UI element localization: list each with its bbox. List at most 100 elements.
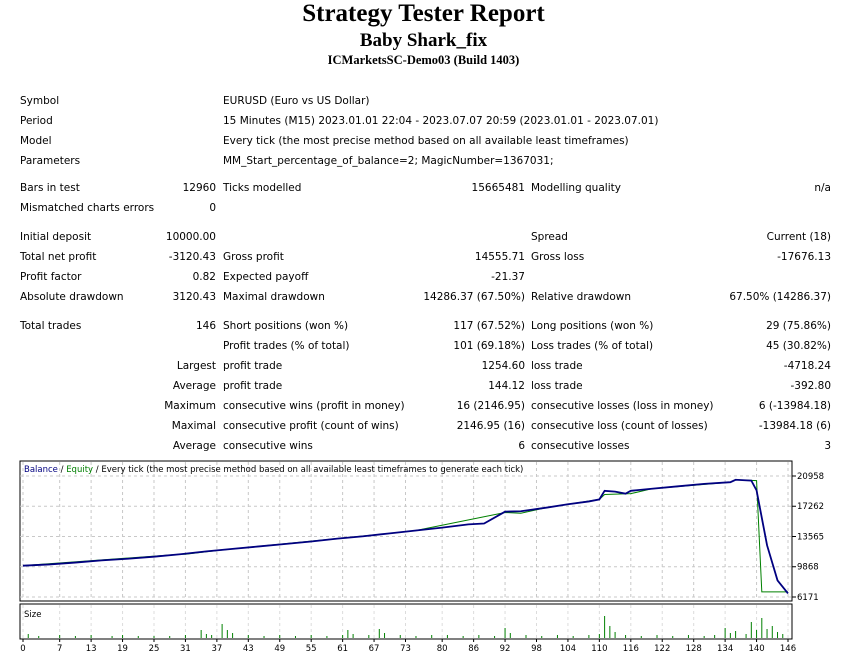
x-tick-label: 61 <box>337 644 348 654</box>
trades-value: 146 <box>195 320 216 332</box>
largest-profit-label: profit trade <box>223 360 283 372</box>
avg-consec-label: Average <box>172 440 216 452</box>
grossprofit-value: 14555.71 <box>474 251 525 263</box>
avg-losses-label: consecutive losses <box>531 440 630 452</box>
losstrades-value: 45 (30.82%) <box>766 340 831 352</box>
absdd-label: Absolute drawdown <box>20 291 124 303</box>
profittrades-label: Profit trades (% of total) <box>223 340 350 352</box>
avg-wins-value: 6 <box>518 440 525 452</box>
maximal-profit-label: consecutive profit (count of wins) <box>223 420 399 432</box>
x-tick-label: 122 <box>654 644 670 654</box>
symbol-value: EURUSD (Euro vs US Dollar) <box>223 95 370 107</box>
pf-label: Profit factor <box>20 271 82 283</box>
largest-profit-value: 1254.60 <box>481 360 525 372</box>
ticks-label: Ticks modelled <box>223 182 302 194</box>
parameters-value: MM_Start_percentage_of_balance=2; MagicN… <box>223 155 554 167</box>
avg-losses-value: 3 <box>824 440 831 452</box>
y-tick-label: 6171 <box>797 593 819 603</box>
size-frame <box>19 603 793 640</box>
x-tick-label: 128 <box>686 644 702 654</box>
x-tick-label: 13 <box>86 644 97 654</box>
maximal-profit-value: 2146.95 (16) <box>456 420 525 432</box>
mismatch-label: Mismatched charts errors <box>20 202 155 214</box>
x-tick-label: 92 <box>500 644 511 654</box>
bars-value: 12960 <box>182 182 216 194</box>
average-label: Average <box>172 380 216 392</box>
period-label: Period <box>20 115 53 127</box>
payoff-value: -21.37 <box>491 271 525 283</box>
deposit-label: Initial deposit <box>20 231 92 243</box>
x-tick-label: 104 <box>560 644 576 654</box>
x-tick-label: 80 <box>437 644 448 654</box>
profittrades-value: 101 (69.18%) <box>453 340 525 352</box>
x-tick-label: 140 <box>748 644 764 654</box>
max-losses-label: consecutive losses (loss in money) <box>531 400 714 412</box>
x-tick-label: 43 <box>243 644 254 654</box>
report-title: Strategy Tester Report <box>302 0 545 27</box>
maxdd-label: Maximal drawdown <box>223 291 325 303</box>
grossprofit-label: Gross profit <box>223 251 284 263</box>
x-tick-label: 67 <box>369 644 380 654</box>
legend-balance: Balance <box>24 465 58 475</box>
server-build: ICMarketsSC-Demo03 (Build 1403) <box>327 53 520 67</box>
max-losses-value: 6 (-13984.18) <box>758 400 831 412</box>
x-tick-label: 98 <box>531 644 542 654</box>
maximal-label: Maximal <box>171 420 216 432</box>
parameters-label: Parameters <box>20 155 81 167</box>
netprofit-value: -3120.43 <box>168 251 216 263</box>
pf-value: 0.82 <box>192 271 216 283</box>
largest-loss-label: loss trade <box>531 360 583 372</box>
average-profit-label: profit trade <box>223 380 283 392</box>
y-tick-label: 9868 <box>797 563 819 573</box>
payoff-label: Expected payoff <box>223 271 309 283</box>
legend-model: / Every tick (the most precise method ba… <box>93 465 523 475</box>
x-tick-label: 55 <box>306 644 317 654</box>
mismatch-value: 0 <box>209 202 216 214</box>
y-tick-label: 17262 <box>797 502 824 512</box>
x-tick-label: 37 <box>211 644 222 654</box>
max-wins-value: 16 (2146.95) <box>456 400 525 412</box>
maximal-loss-value: -13984.18 (6) <box>758 420 831 432</box>
x-tick-label: 146 <box>780 644 796 654</box>
y-tick-label: 20958 <box>797 472 824 482</box>
x-tick-label: 19 <box>117 644 128 654</box>
average-loss-label: loss trade <box>531 380 583 392</box>
grossloss-label: Gross loss <box>531 251 585 263</box>
x-tick-label: 73 <box>400 644 411 654</box>
x-tick-label: 31 <box>180 644 191 654</box>
spread-label: Spread <box>531 231 568 243</box>
average-loss-value: -392.80 <box>790 380 831 392</box>
chart-legend: Balance / Equity / Every tick (the most … <box>24 465 523 475</box>
absdd-value: 3120.43 <box>172 291 216 303</box>
model-label: Model <box>20 135 52 147</box>
trades-label: Total trades <box>20 320 82 332</box>
long-label: Long positions (won %) <box>531 320 654 332</box>
maxdd-value: 14286.37 (67.50%) <box>423 291 525 303</box>
maximum-label: Maximum <box>164 400 216 412</box>
maximal-loss-label: consecutive loss (count of losses) <box>531 420 708 432</box>
netprofit-label: Total net profit <box>20 251 97 263</box>
losstrades-label: Loss trades (% of total) <box>531 340 654 352</box>
x-tick-label: 49 <box>274 644 285 654</box>
x-tick-label: 25 <box>149 644 160 654</box>
x-tick-label: 86 <box>468 644 479 654</box>
model-value: Every tick (the most precise method base… <box>223 135 629 147</box>
symbol-label: Symbol <box>20 95 60 107</box>
x-tick-label: 0 <box>20 644 25 654</box>
expert-name: Baby Shark_fix <box>359 30 488 51</box>
average-profit-value: 144.12 <box>488 380 525 392</box>
avg-wins-label: consecutive wins <box>223 440 313 452</box>
largest-loss-value: -4718.24 <box>783 360 831 372</box>
spread-value: Current (18) <box>766 231 831 243</box>
long-value: 29 (75.86%) <box>766 320 831 332</box>
reldd-label: Relative drawdown <box>531 291 632 303</box>
x-tick-label: 110 <box>591 644 607 654</box>
quality-label: Modelling quality <box>531 182 621 194</box>
period-value: 15 Minutes (M15) 2023.01.01 22:04 - 2023… <box>223 115 659 127</box>
bars-label: Bars in test <box>20 182 80 194</box>
max-wins-label: consecutive wins (profit in money) <box>223 400 405 412</box>
x-tick-label: 7 <box>57 644 62 654</box>
size-label: Size <box>24 610 41 620</box>
y-tick-label: 13565 <box>797 532 824 542</box>
